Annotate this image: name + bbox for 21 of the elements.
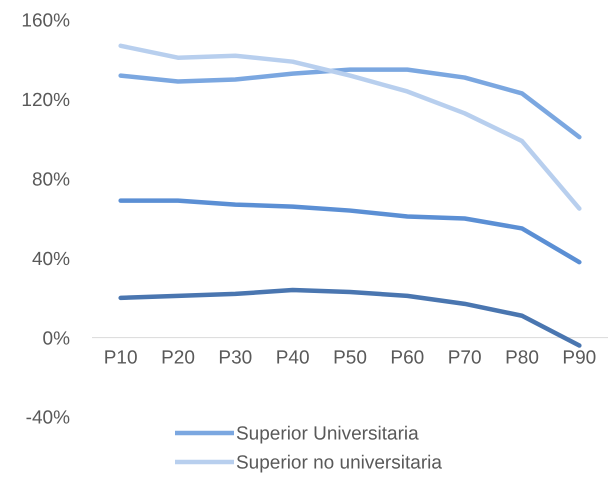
line-series xyxy=(118,198,582,264)
y-tick-label: 120% xyxy=(21,90,70,112)
line-series xyxy=(118,67,582,140)
line-series xyxy=(118,288,582,348)
x-tick-label: P40 xyxy=(276,348,310,369)
legend-label: Superior Universitaria xyxy=(236,424,420,445)
line-series xyxy=(118,44,582,211)
x-tick-label: P80 xyxy=(505,348,539,369)
legend-label: Superior no universitaria xyxy=(236,452,442,474)
y-tick-label: 160% xyxy=(21,10,70,32)
x-tick-label: P90 xyxy=(562,348,596,369)
y-tick-label: -40% xyxy=(26,408,70,429)
x-tick-label: P30 xyxy=(218,348,252,369)
x-tick-label: P50 xyxy=(333,348,367,369)
y-tick-label: 80% xyxy=(32,169,70,190)
x-tick-label: P10 xyxy=(104,348,138,369)
x-tick-label: P60 xyxy=(390,348,424,369)
x-tick-label: P20 xyxy=(161,348,195,369)
y-tick-label: 0% xyxy=(42,328,70,350)
x-tick-label: P70 xyxy=(448,348,482,369)
y-tick-label: 40% xyxy=(32,248,70,270)
